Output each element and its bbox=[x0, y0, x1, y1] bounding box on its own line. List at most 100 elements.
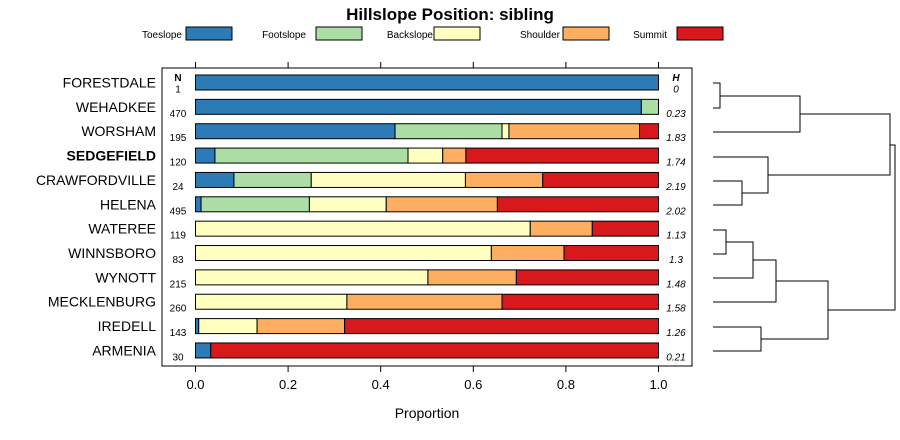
n-value: 143 bbox=[170, 328, 187, 339]
legend-label: Shoulder bbox=[520, 30, 561, 41]
bar-segment bbox=[464, 171, 544, 188]
legend-swatch bbox=[562, 26, 610, 41]
bar-segment bbox=[442, 147, 467, 164]
bar-segment bbox=[344, 318, 659, 335]
dendrogram-branch bbox=[828, 144, 896, 311]
bar-segment bbox=[563, 245, 659, 262]
dendrogram bbox=[713, 82, 896, 352]
category-label: SEDGEFIELD bbox=[67, 148, 156, 164]
n-value: 24 bbox=[172, 182, 184, 193]
h-value: 0.23 bbox=[666, 109, 686, 120]
category-labels: FORESTDALE 1 0 WEHADKEE 470 0.23 WORSHAM 195 1.8… bbox=[36, 75, 686, 364]
category-label: MECKLENBURG bbox=[48, 294, 156, 310]
legend-swatch bbox=[315, 26, 363, 41]
chart-title: Hillslope Position: sibling bbox=[346, 5, 554, 24]
dendrogram-branch bbox=[713, 259, 777, 303]
h-value: 1.13 bbox=[666, 231, 686, 242]
bar-segment bbox=[195, 220, 531, 237]
bar-segment bbox=[195, 171, 235, 188]
legend-label: Footslope bbox=[262, 30, 306, 41]
legend: Toeslope Footslope Backslope Shoulder Summit bbox=[142, 26, 724, 41]
bar-segment bbox=[195, 245, 492, 262]
bar-segment bbox=[256, 318, 346, 335]
h-value: 1.58 bbox=[666, 304, 686, 315]
dendrogram-branch bbox=[761, 280, 829, 340]
h-value: 1.83 bbox=[666, 133, 686, 144]
x-axis: 0.0 0.2 0.4 0.6 0.8 1.0 bbox=[186, 62, 668, 392]
plot-frame bbox=[161, 67, 693, 367]
h-value: 2.19 bbox=[665, 182, 686, 193]
bar-segment bbox=[308, 196, 387, 213]
legend-swatch bbox=[185, 26, 233, 41]
n-value: 260 bbox=[170, 304, 187, 315]
bar-segment bbox=[465, 147, 659, 164]
h-value: 0 bbox=[673, 85, 679, 96]
n-value: 1 bbox=[175, 85, 181, 96]
bar-segment bbox=[195, 293, 348, 310]
bar-segment bbox=[529, 220, 593, 237]
dendrogram-branch bbox=[713, 156, 769, 194]
bar-segment bbox=[310, 171, 466, 188]
x-axis-label: Proportion bbox=[395, 405, 460, 421]
bar-segment bbox=[591, 220, 660, 237]
bar-segment bbox=[542, 171, 659, 188]
bars-group bbox=[195, 74, 660, 359]
bar-segment bbox=[501, 123, 510, 140]
bar-segment bbox=[195, 342, 212, 359]
h-value: 1.48 bbox=[666, 279, 686, 290]
h-value: 0.21 bbox=[666, 352, 685, 363]
n-value: 83 bbox=[172, 255, 184, 266]
category-label: WORSHAM bbox=[81, 123, 156, 139]
h-column-header: H bbox=[672, 73, 680, 84]
legend-swatch bbox=[676, 26, 724, 41]
bar-segment bbox=[195, 123, 396, 140]
bar-segment bbox=[214, 147, 409, 164]
n-value: 495 bbox=[170, 206, 187, 217]
x-tick-label: 0.4 bbox=[372, 377, 390, 392]
category-label: ARMENIA bbox=[92, 342, 156, 358]
bar-segment bbox=[501, 293, 660, 310]
bar-segment bbox=[195, 74, 659, 91]
n-value: 119 bbox=[170, 231, 186, 242]
bar-segment bbox=[385, 196, 498, 213]
h-value: 1.74 bbox=[666, 158, 686, 169]
category-label: WYNOTT bbox=[95, 269, 156, 285]
bar-segment bbox=[210, 342, 660, 359]
dendrogram-branch bbox=[713, 95, 801, 133]
category-label: WATEREE bbox=[88, 221, 156, 237]
dendrogram-branch bbox=[713, 82, 721, 109]
n-value: 30 bbox=[172, 352, 184, 363]
dendrogram-branch bbox=[713, 180, 743, 206]
x-tick-label: 0.6 bbox=[464, 377, 482, 392]
category-label: CRAWFORDVILLE bbox=[36, 172, 156, 188]
bar-segment bbox=[195, 147, 216, 164]
legend-swatch bbox=[433, 26, 481, 41]
x-tick-label: 0.8 bbox=[557, 377, 575, 392]
n-value: 195 bbox=[170, 133, 187, 144]
legend-label: Backslope bbox=[387, 30, 434, 41]
x-tick-label: 0.2 bbox=[279, 377, 297, 392]
dendrogram-branch bbox=[713, 241, 754, 279]
h-value: 1.26 bbox=[666, 328, 686, 339]
bar-segment bbox=[198, 318, 258, 335]
n-value: 120 bbox=[170, 158, 187, 169]
bar-segment bbox=[496, 196, 659, 213]
bar-segment bbox=[640, 98, 660, 115]
n-value: 470 bbox=[170, 109, 187, 120]
legend-label: Toeslope bbox=[142, 30, 182, 41]
n-value: 215 bbox=[170, 279, 187, 290]
bar-segment bbox=[427, 269, 517, 286]
legend-label: Summit bbox=[633, 30, 667, 41]
bar-segment bbox=[195, 196, 202, 213]
category-label: IREDELL bbox=[98, 318, 157, 334]
bar-segment bbox=[490, 245, 565, 262]
bar-segment bbox=[195, 98, 642, 115]
x-tick-label: 1.0 bbox=[649, 377, 667, 392]
bar-segment bbox=[346, 293, 503, 310]
bar-segment bbox=[508, 123, 641, 140]
n-column-header: N bbox=[174, 73, 181, 84]
dendrogram-branch bbox=[713, 326, 762, 352]
category-label: WEHADKEE bbox=[76, 99, 156, 115]
bar-segment bbox=[233, 171, 312, 188]
